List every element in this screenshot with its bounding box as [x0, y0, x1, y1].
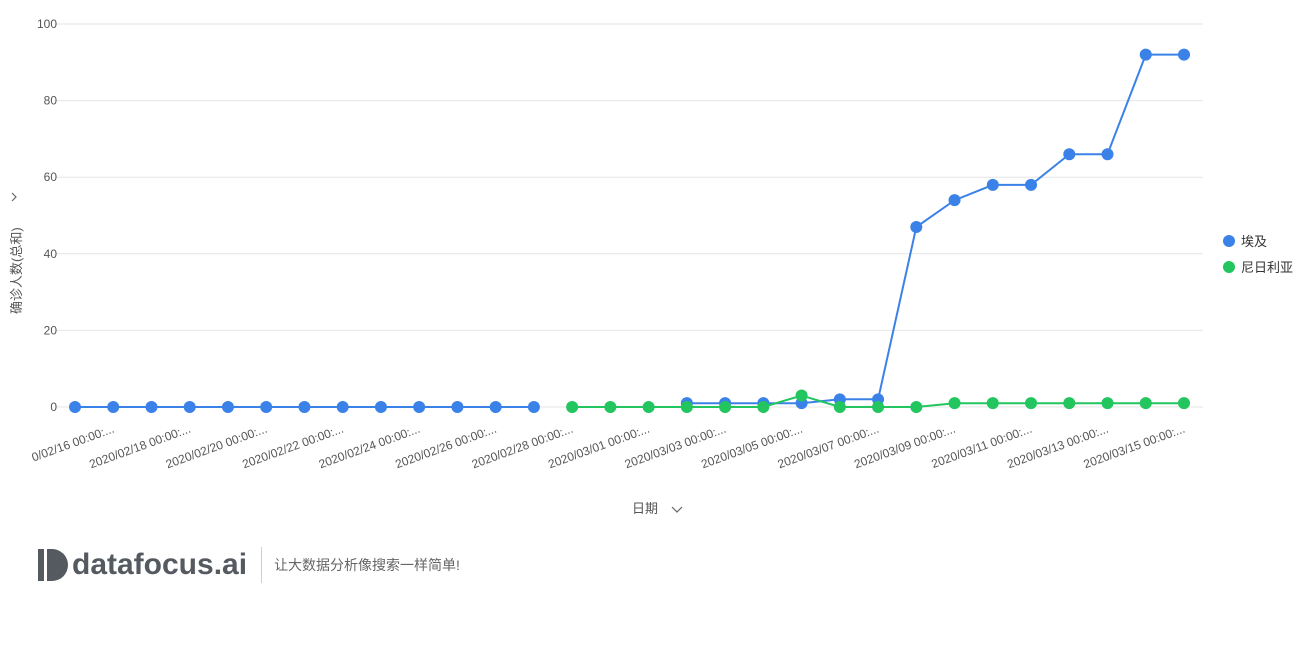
data-point[interactable]: [1063, 148, 1076, 161]
legend-item[interactable]: 尼日利亚: [1223, 260, 1293, 275]
data-point[interactable]: [910, 220, 923, 233]
x-axis-ticks: 0/02/16 00:00:...2020/02/18 00:00:...202…: [30, 422, 1187, 472]
brand-divider: [261, 547, 263, 583]
legend-marker: [1223, 235, 1235, 247]
y-axis-ticks: 0 20 40 60 80 100: [37, 17, 57, 414]
data-point[interactable]: [69, 401, 81, 413]
legend-label: 埃及: [1241, 234, 1267, 249]
data-point[interactable]: [1063, 397, 1076, 410]
y-tick-label: 0: [50, 400, 57, 414]
legend-label: 尼日利亚: [1241, 260, 1293, 275]
legend-item[interactable]: 埃及: [1223, 234, 1267, 249]
data-point[interactable]: [451, 401, 464, 413]
data-point[interactable]: [948, 397, 961, 410]
data-point[interactable]: [1178, 397, 1190, 410]
data-point[interactable]: [374, 401, 387, 413]
x-axis-chevron-icon[interactable]: [671, 506, 683, 513]
brand-footer: datafocus.ai 让大数据分析像搜索一样简单!: [38, 545, 460, 585]
line-chart: 0 20 40 60 80 100 0/02/16 00:00:...2020/02/18…: [9, 17, 1293, 516]
y-tick-label: 80: [44, 94, 58, 108]
series-layer: [69, 48, 1190, 413]
data-point[interactable]: [566, 401, 579, 413]
data-point[interactable]: [1025, 397, 1038, 410]
data-point[interactable]: [413, 401, 426, 413]
data-point[interactable]: [183, 401, 196, 413]
data-point[interactable]: [145, 401, 158, 413]
y-tick-label: 60: [44, 170, 58, 184]
data-point[interactable]: [642, 401, 655, 413]
data-point[interactable]: [1139, 397, 1152, 410]
data-point[interactable]: [1139, 48, 1152, 61]
data-point[interactable]: [298, 401, 311, 413]
data-point[interactable]: [107, 401, 120, 413]
data-point[interactable]: [757, 401, 770, 413]
data-point[interactable]: [221, 401, 234, 413]
data-point[interactable]: [336, 401, 349, 413]
data-point[interactable]: [986, 397, 999, 410]
data-point[interactable]: [489, 401, 502, 413]
x-axis-title-text: 日期: [632, 501, 658, 516]
data-point[interactable]: [680, 401, 693, 413]
data-point[interactable]: [872, 401, 885, 413]
data-point[interactable]: [1101, 397, 1114, 410]
data-point[interactable]: [833, 401, 846, 413]
data-point[interactable]: [986, 178, 999, 191]
data-point[interactable]: [1101, 148, 1114, 161]
data-point[interactable]: [604, 401, 617, 413]
grid-lines: [56, 23, 1203, 408]
y-axis-title[interactable]: 确诊人数(总和): [9, 192, 24, 314]
legend-marker: [1223, 261, 1235, 273]
series-2: [566, 389, 1190, 413]
data-point[interactable]: [527, 401, 540, 413]
data-point[interactable]: [260, 401, 273, 413]
data-point[interactable]: [795, 389, 808, 402]
datafocus-logo-icon: [38, 547, 68, 583]
brand-slogan: 让大数据分析像搜索一样简单!: [274, 557, 460, 573]
y-axis-chevron-icon[interactable]: [11, 192, 17, 202]
data-point[interactable]: [1025, 178, 1038, 191]
series-line: [75, 53, 1184, 408]
y-axis-title-text: 确诊人数(总和): [9, 227, 24, 314]
y-tick-label: 100: [37, 17, 57, 31]
y-tick-label: 20: [44, 323, 58, 337]
y-tick-label: 40: [44, 247, 58, 261]
x-axis-title[interactable]: 日期: [632, 501, 683, 516]
brand-name: datafocus.ai: [72, 548, 248, 581]
series-1: [69, 48, 1190, 413]
data-point[interactable]: [948, 194, 961, 207]
data-point[interactable]: [1178, 48, 1190, 61]
data-point[interactable]: [910, 401, 923, 413]
data-point[interactable]: [719, 401, 732, 413]
